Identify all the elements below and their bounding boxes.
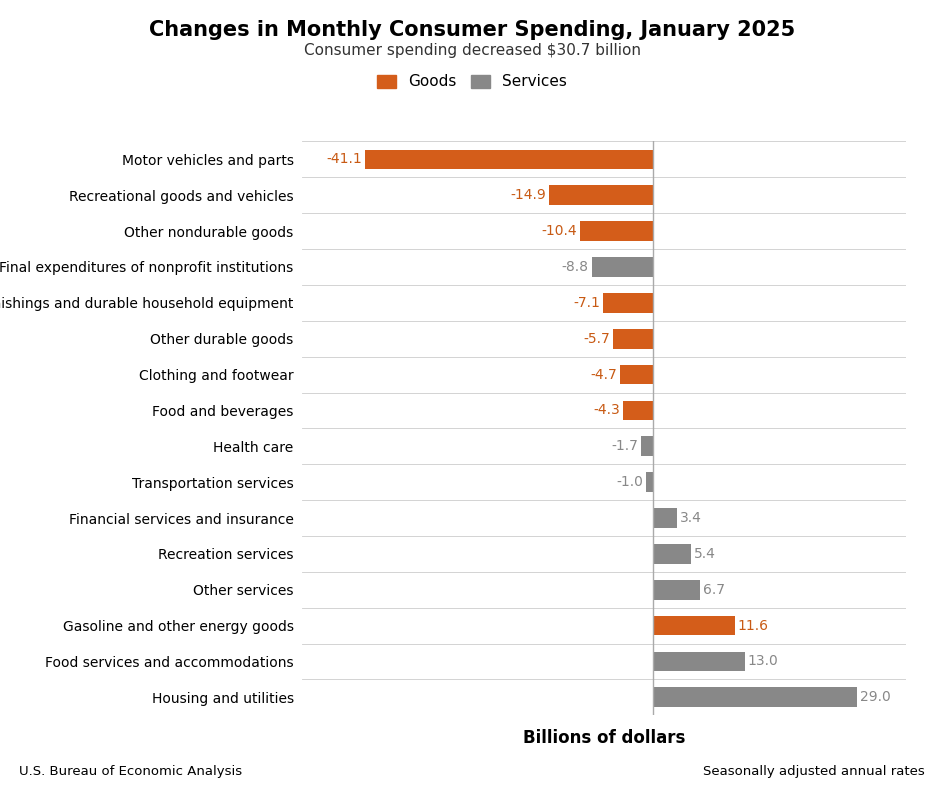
Text: U.S. Bureau of Economic Analysis: U.S. Bureau of Economic Analysis [19,765,242,778]
Text: -10.4: -10.4 [542,224,578,238]
Text: 29.0: 29.0 [860,690,890,704]
Bar [548,185,653,205]
Text: -8.8: -8.8 [562,260,589,274]
Bar [647,472,653,492]
Bar [653,509,677,528]
Text: Seasonally adjusted annual rates: Seasonally adjusted annual rates [703,765,925,778]
Text: Consumer spending decreased $30.7 billion: Consumer spending decreased $30.7 billio… [304,43,640,58]
Text: 6.7: 6.7 [703,582,725,597]
Text: -4.3: -4.3 [594,403,620,417]
Bar [623,401,653,421]
Bar [653,688,857,707]
Text: 3.4: 3.4 [680,511,702,525]
Bar [653,544,691,564]
Bar [653,580,700,600]
Text: Changes in Monthly Consumer Spending, January 2025: Changes in Monthly Consumer Spending, Ja… [149,20,795,39]
Bar [614,329,653,348]
Legend: Goods, Services: Goods, Services [378,75,566,90]
Text: -1.0: -1.0 [616,476,644,489]
Bar [653,652,745,671]
Bar [620,365,653,384]
Bar [592,257,653,277]
Text: -7.1: -7.1 [574,296,600,310]
Text: -4.7: -4.7 [591,368,617,381]
Bar [653,615,734,635]
Bar [364,149,653,169]
Text: -14.9: -14.9 [510,189,546,202]
Text: 5.4: 5.4 [694,547,716,561]
Bar [603,293,653,313]
Bar [581,222,653,241]
Text: -41.1: -41.1 [326,152,362,167]
Text: -5.7: -5.7 [583,332,611,346]
Text: 13.0: 13.0 [748,655,778,668]
Text: -1.7: -1.7 [612,439,638,454]
Bar [641,436,653,456]
X-axis label: Billions of dollars: Billions of dollars [523,729,685,747]
Text: 11.6: 11.6 [737,619,768,633]
